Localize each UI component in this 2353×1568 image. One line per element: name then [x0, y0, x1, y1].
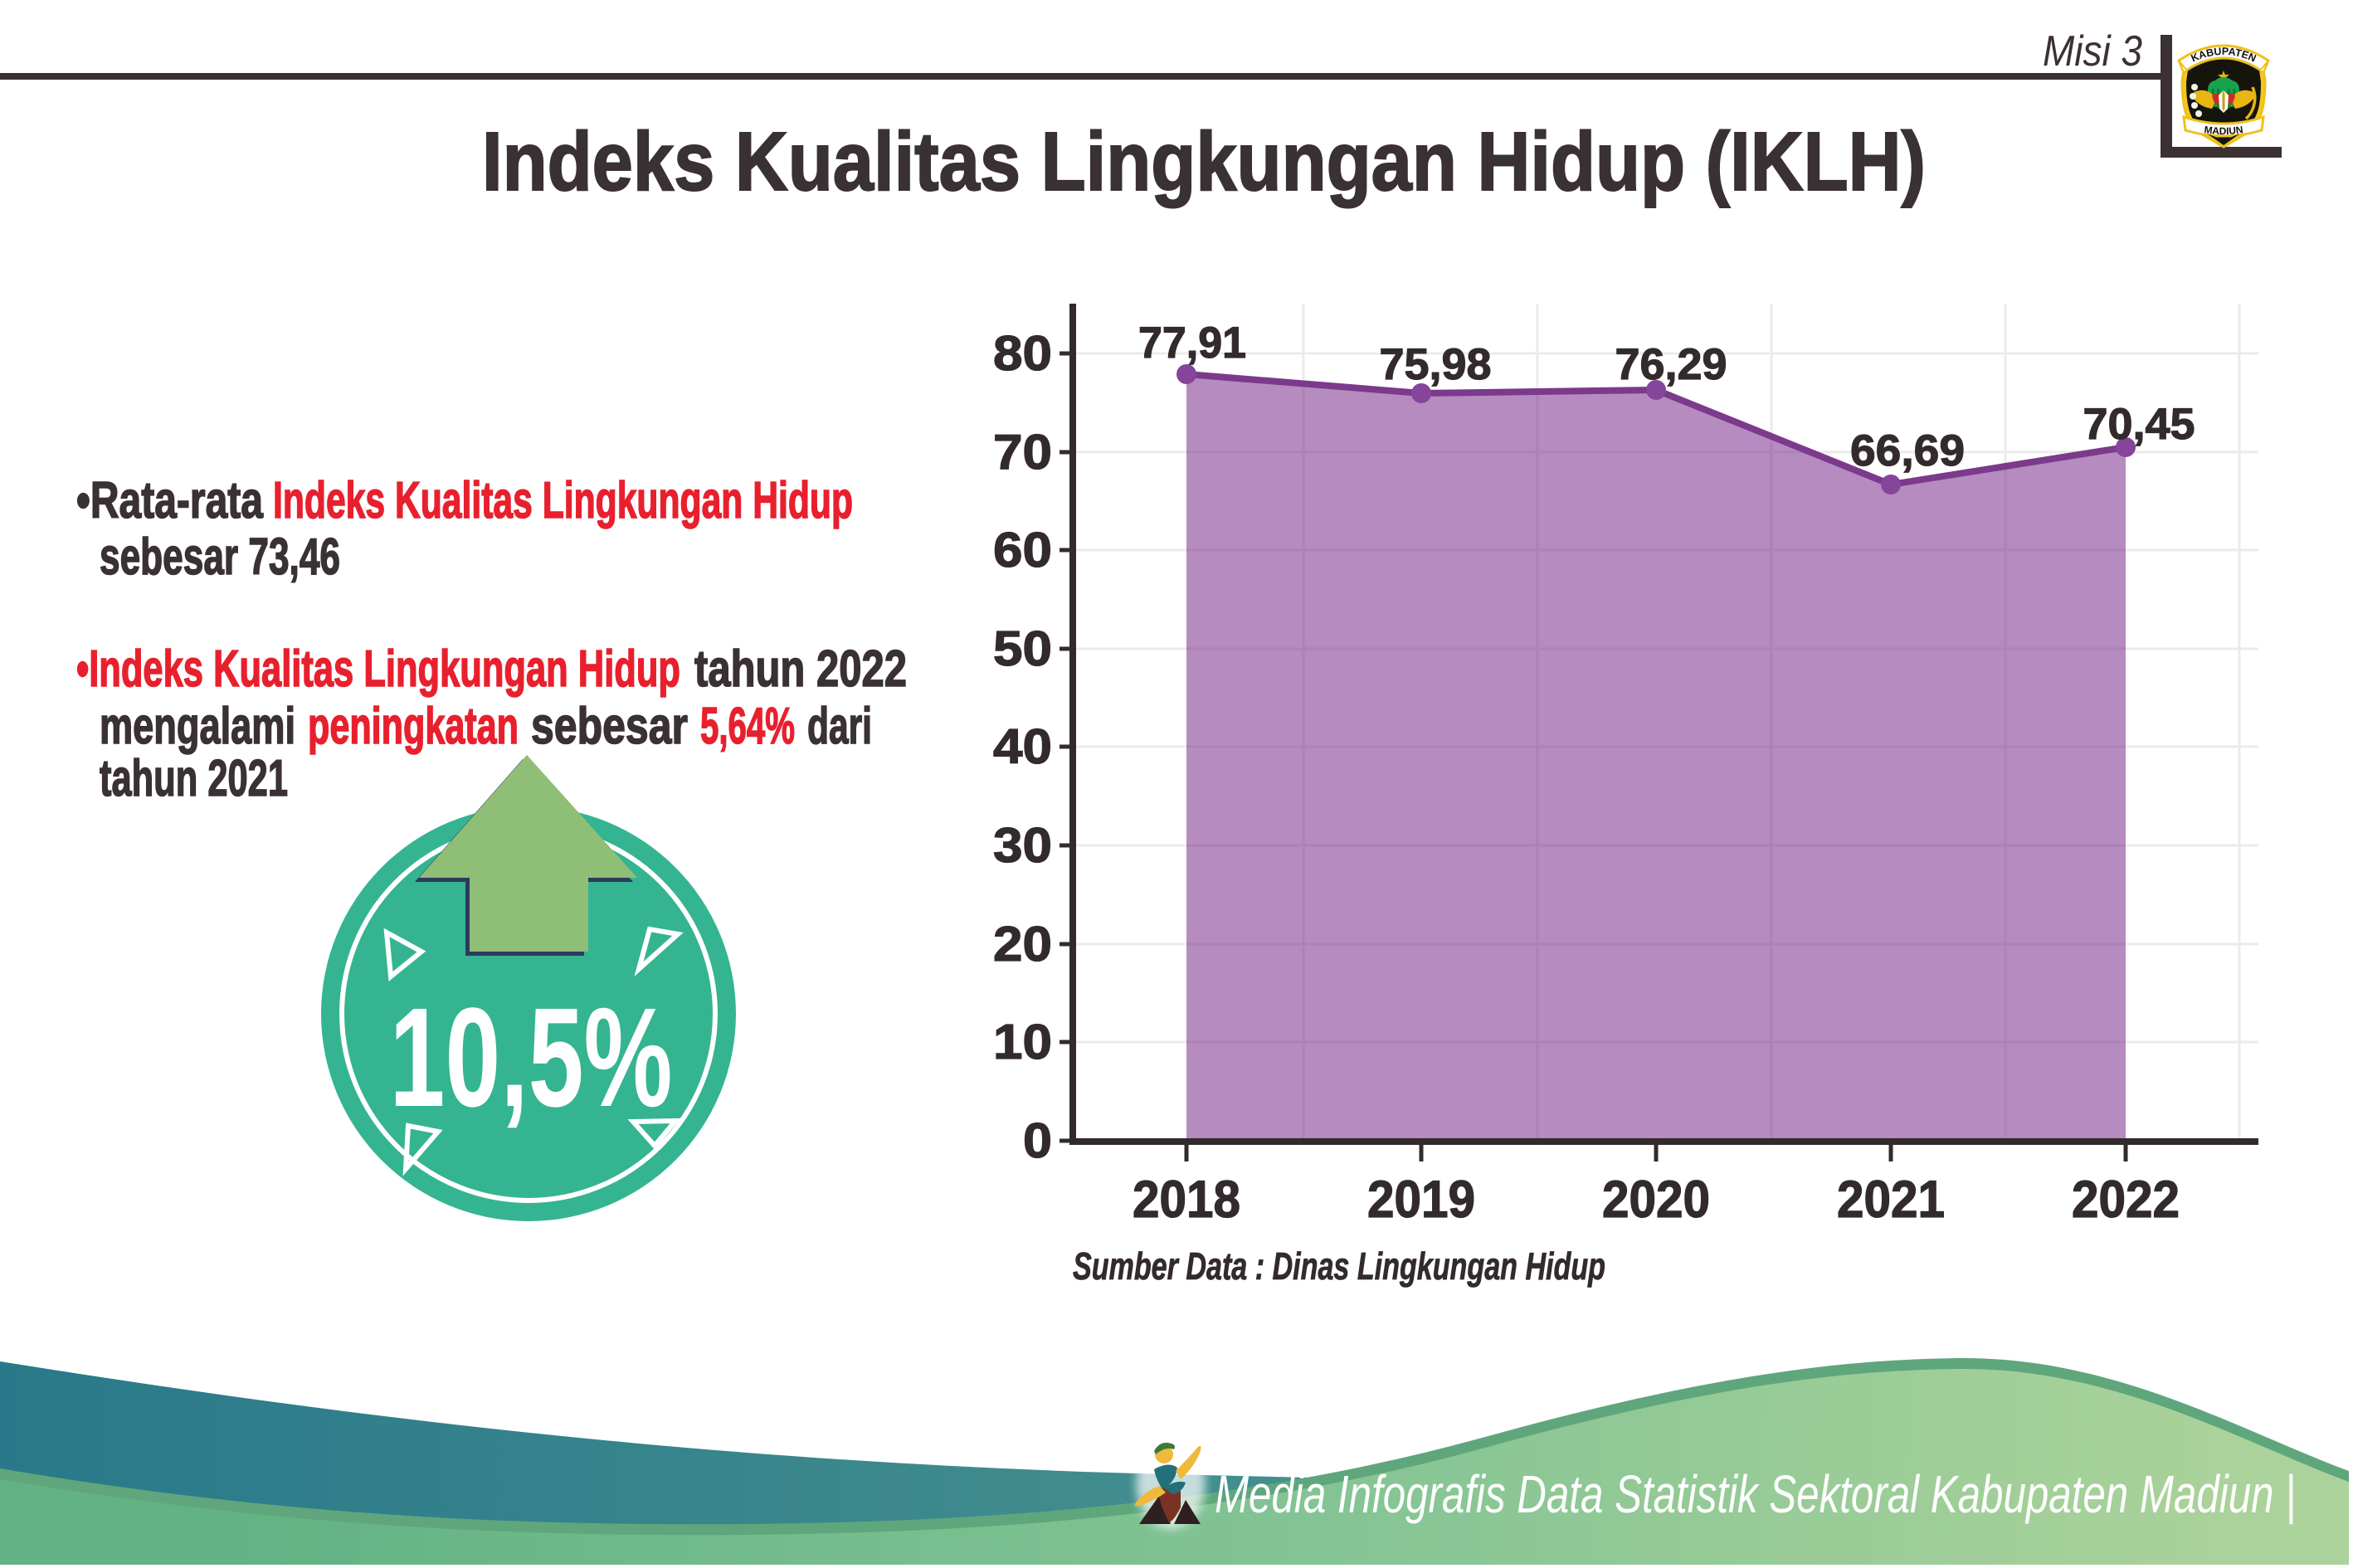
svg-text:0: 0: [1023, 1113, 1052, 1168]
svg-text:30: 30: [993, 818, 1052, 873]
svg-text:mengalami: mengalami: [100, 698, 295, 755]
svg-text:20: 20: [993, 917, 1052, 971]
svg-text:Media Infografis Data Statisti: Media Infografis Data Statistik Sektoral…: [1215, 1464, 2296, 1525]
svg-text:tahun 2021: tahun 2021: [100, 750, 288, 807]
svg-text:2019: 2019: [1367, 1171, 1475, 1229]
svg-text:70,45: 70,45: [2083, 400, 2195, 449]
svg-text:70: 70: [993, 425, 1052, 480]
svg-text:2022: 2022: [2072, 1171, 2180, 1229]
svg-text:2021: 2021: [1837, 1171, 1945, 1229]
svg-text:peningkatan: peningkatan: [308, 698, 519, 755]
svg-text:Indeks Kualitas Lingkungan Hid: Indeks Kualitas Lingkungan Hidup (IKLH): [482, 115, 1926, 208]
svg-text:2018: 2018: [1133, 1171, 1240, 1229]
svg-text:sebesar 73,46: sebesar 73,46: [100, 528, 340, 586]
svg-text:MADIUN: MADIUN: [2204, 124, 2244, 137]
svg-text:2020: 2020: [1602, 1171, 1710, 1229]
svg-text:80: 80: [993, 326, 1052, 381]
svg-text:Misi 3: Misi 3: [2043, 27, 2142, 75]
svg-text:•Rata-rata: •Rata-rata: [76, 472, 263, 529]
svg-text:Indeks Kualitas Lingkungan Hid: Indeks Kualitas Lingkungan Hidup: [273, 472, 853, 529]
svg-text:50: 50: [993, 621, 1052, 676]
svg-text:66,69: 66,69: [1850, 426, 1965, 475]
svg-text:5,64%: 5,64%: [700, 698, 795, 755]
svg-text:10: 10: [993, 1015, 1052, 1069]
svg-text:Sumber Data : Dinas Lingkungan: Sumber Data : Dinas Lingkungan Hidup: [1073, 1244, 1605, 1288]
svg-text:tahun 2022: tahun 2022: [694, 640, 907, 698]
svg-text:•Indeks Kualitas Lingkungan Hi: •Indeks Kualitas Lingkungan Hidup: [76, 640, 680, 698]
svg-text:76,29: 76,29: [1615, 340, 1727, 389]
svg-text:40: 40: [993, 719, 1052, 774]
svg-text:77,91: 77,91: [1138, 319, 1246, 368]
svg-text:75,98: 75,98: [1380, 340, 1492, 389]
svg-text:sebesar: sebesar: [531, 698, 688, 755]
svg-text:10,5%: 10,5%: [390, 979, 673, 1137]
svg-text:60: 60: [993, 523, 1052, 577]
svg-text:dari: dari: [807, 698, 872, 755]
